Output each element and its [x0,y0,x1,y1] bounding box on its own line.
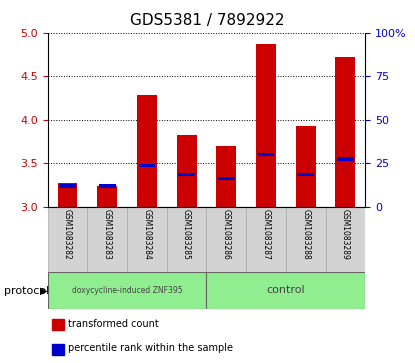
Bar [88,207,127,272]
Text: GSM1083287: GSM1083287 [261,209,271,260]
Text: GSM1083284: GSM1083284 [142,209,151,260]
Bar [98,186,117,207]
Text: percentile rank within the sample: percentile rank within the sample [68,343,233,353]
Text: GSM1083288: GSM1083288 [301,209,310,260]
Bar [325,207,365,272]
Bar [48,272,207,309]
Bar [218,177,235,180]
Bar [256,44,276,207]
Bar [335,57,355,207]
Bar [258,153,274,156]
Text: GSM1083285: GSM1083285 [182,209,191,260]
Bar [296,126,315,207]
Bar [139,164,155,167]
Bar [207,272,365,309]
Text: transformed count: transformed count [68,318,159,329]
Bar [52,319,63,330]
Bar [137,95,157,207]
Text: protocol: protocol [4,286,49,296]
Bar [48,207,88,272]
Bar [178,173,195,176]
Text: GDS5381 / 7892922: GDS5381 / 7892922 [130,13,285,28]
Bar [167,207,207,272]
Text: control: control [266,285,305,295]
Bar [246,207,286,272]
Text: GSM1083289: GSM1083289 [341,209,350,260]
Bar [99,184,116,188]
Text: GSM1083282: GSM1083282 [63,209,72,260]
Bar [52,344,63,355]
Bar [177,135,197,207]
Bar [286,207,325,272]
Bar [297,173,314,176]
Bar [337,158,354,160]
Bar [207,207,246,272]
Bar [127,207,167,272]
Bar [58,183,78,207]
Text: ▶: ▶ [40,286,47,296]
Bar [216,146,236,207]
Text: doxycycline-induced ZNF395: doxycycline-induced ZNF395 [72,286,183,295]
Bar [59,184,76,188]
Text: GSM1083283: GSM1083283 [103,209,112,260]
Text: GSM1083286: GSM1083286 [222,209,231,260]
